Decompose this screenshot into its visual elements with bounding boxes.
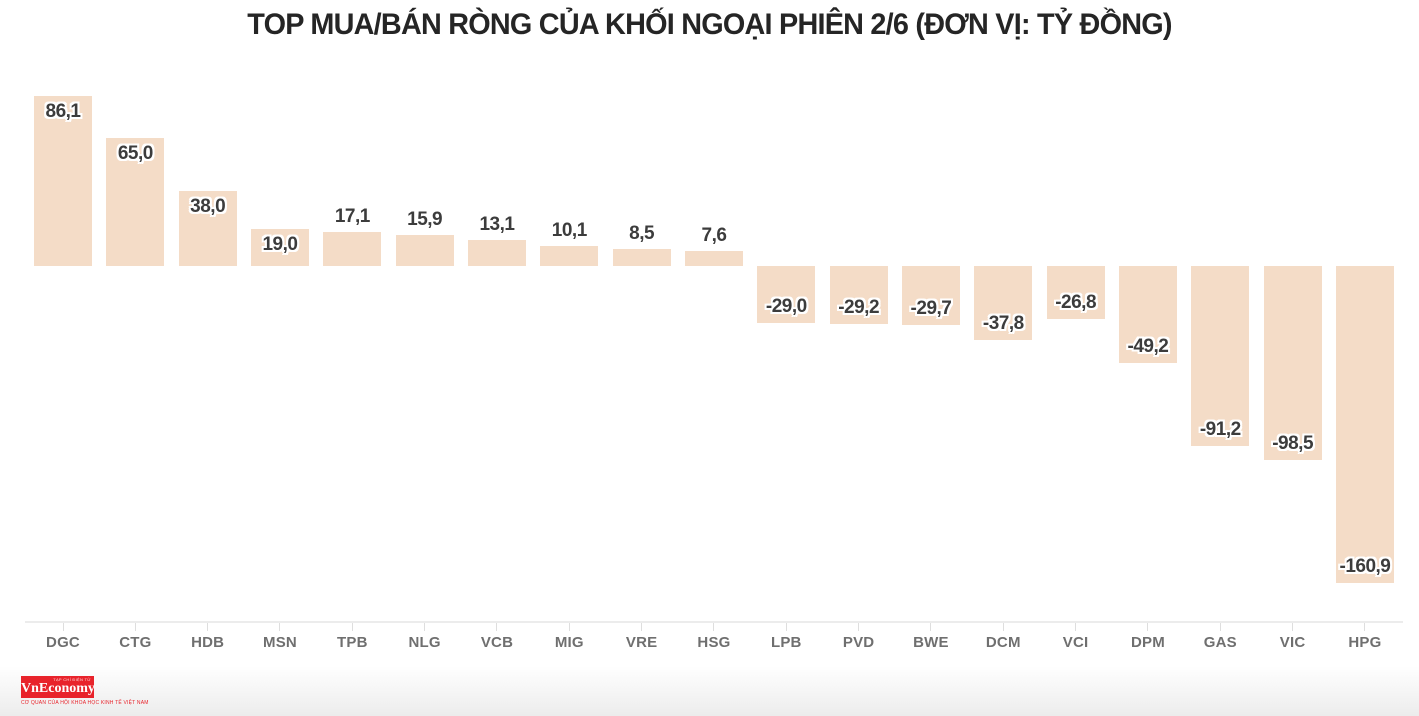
x-axis-label-VCB: VCB (480, 634, 514, 651)
x-axis-tick-TPB (351, 623, 353, 631)
x-axis-label-MIG: MIG (554, 634, 584, 651)
x-axis-tick-LPB (785, 623, 787, 631)
bar-MIG (540, 246, 599, 266)
bar-DCM (974, 266, 1033, 341)
logo-top-text: TẠP CHÍ ĐIỆN TỬ (53, 677, 91, 682)
x-axis-tick-VCB (496, 623, 498, 631)
x-axis-tick-NLG (424, 623, 426, 631)
bar-value-label-GAS: -91,2 (1199, 418, 1241, 440)
bar-GAS (1191, 266, 1250, 446)
bar-value-label-VCI: -26,8 (1055, 291, 1097, 313)
x-axis-tick-DPM (1147, 623, 1149, 631)
vneconomy-logo: TẠP CHÍ ĐIỆN TỬ VnEconomy (21, 676, 95, 698)
footer: TẠP CHÍ ĐIỆN TỬ VnEconomy CƠ QUAN CỦA HỘ… (21, 676, 149, 706)
bar-VIC (1263, 266, 1322, 461)
bar-value-label-TPB: 17,1 (334, 206, 370, 228)
x-axis-label-CTG: CTG (119, 634, 152, 651)
x-axis-tick-GAS (1219, 623, 1221, 631)
x-axis-label-HDB: HDB (191, 634, 225, 651)
bar-value-label-DPM: -49,2 (1127, 335, 1169, 357)
logo-tagline: CƠ QUAN CỦA HỘI KHOA HỌC KINH TẾ VIỆT NA… (21, 700, 149, 706)
bar-HPG (1335, 266, 1394, 583)
x-axis-label-VIC: VIC (1279, 634, 1306, 651)
x-axis-label-HPG: HPG (1348, 634, 1382, 651)
bar-value-label-MIG: 10,1 (551, 220, 587, 242)
bar-value-label-HPG: -160,9 (1339, 555, 1391, 577)
bar-VRE (612, 249, 671, 266)
bar-VCB (467, 240, 526, 266)
x-axis-label-VRE: VRE (625, 634, 658, 651)
bar-value-label-NLG: 15,9 (407, 208, 443, 230)
x-axis-tick-HPG (1364, 623, 1366, 631)
x-axis-tick-MIG (568, 623, 570, 631)
x-axis-label-VCI: VCI (1062, 634, 1089, 651)
x-axis-tick-BWE (930, 623, 932, 631)
x-axis-tick-VIC (1292, 623, 1294, 631)
bar-NLG (395, 234, 454, 266)
bar-value-label-HDB: 38,0 (190, 196, 226, 218)
x-axis-tick-VRE (641, 623, 643, 631)
x-axis-label-TPB: TPB (337, 634, 368, 651)
bar-HSG (684, 251, 743, 266)
x-axis-tick-HDB (207, 623, 209, 631)
x-axis-label-HSG: HSG (697, 634, 731, 651)
x-axis-line (25, 621, 1403, 623)
bar-value-label-MSN: 19,0 (262, 233, 298, 255)
logo-wordmark: VnEconomy (21, 681, 95, 696)
x-axis-tick-MSN (279, 623, 281, 631)
bar-value-label-CTG: 65,0 (117, 142, 153, 164)
bar-LPB (757, 266, 816, 324)
x-axis-label-BWE: BWE (913, 634, 949, 651)
x-axis-tick-DGC (62, 623, 64, 631)
x-axis-label-LPB: LPB (770, 634, 802, 651)
bar-DGC (34, 96, 92, 266)
bar-MSN (250, 228, 309, 266)
bar-VCI (1046, 266, 1105, 319)
bar-value-label-VIC: -98,5 (1272, 433, 1314, 455)
bar-HDB (178, 191, 237, 266)
bar-CTG (106, 137, 165, 266)
x-axis-tick-VCI (1075, 623, 1077, 631)
x-axis-tick-DCM (1002, 623, 1004, 631)
x-axis-label-DPM: DPM (1130, 634, 1165, 651)
x-axis-label-PVD: PVD (842, 634, 875, 651)
bar-DPM (1118, 266, 1177, 363)
bar-value-label-VCB: 13,1 (479, 214, 515, 236)
bar-value-label-HSG: 7,6 (701, 225, 727, 247)
bar-value-label-DGC: 86,1 (45, 101, 81, 123)
bar-value-label-DCM: -37,8 (982, 313, 1024, 335)
x-axis-label-GAS: GAS (1203, 634, 1237, 651)
x-axis-tick-HSG (713, 623, 715, 631)
x-axis-label-MSN: MSN (263, 634, 297, 651)
x-axis-tick-CTG (134, 623, 136, 631)
bar-value-label-VRE: 8,5 (629, 223, 655, 245)
bar-value-label-PVD: -29,2 (838, 296, 880, 318)
bar-value-label-BWE: -29,7 (910, 297, 952, 319)
x-axis-label-DGC: DGC (46, 634, 80, 651)
bar-PVD (829, 266, 888, 324)
x-axis-tick-PVD (858, 623, 860, 631)
bar-BWE (901, 266, 960, 325)
bar-value-label-LPB: -29,0 (765, 296, 807, 318)
x-axis-label-NLG: NLG (408, 634, 441, 651)
x-axis-label-DCM: DCM (985, 634, 1021, 651)
bar-TPB (323, 232, 382, 266)
chart-title: TOP MUA/BÁN RÒNG CỦA KHỐI NGOẠI PHIÊN 2/… (247, 8, 1172, 41)
